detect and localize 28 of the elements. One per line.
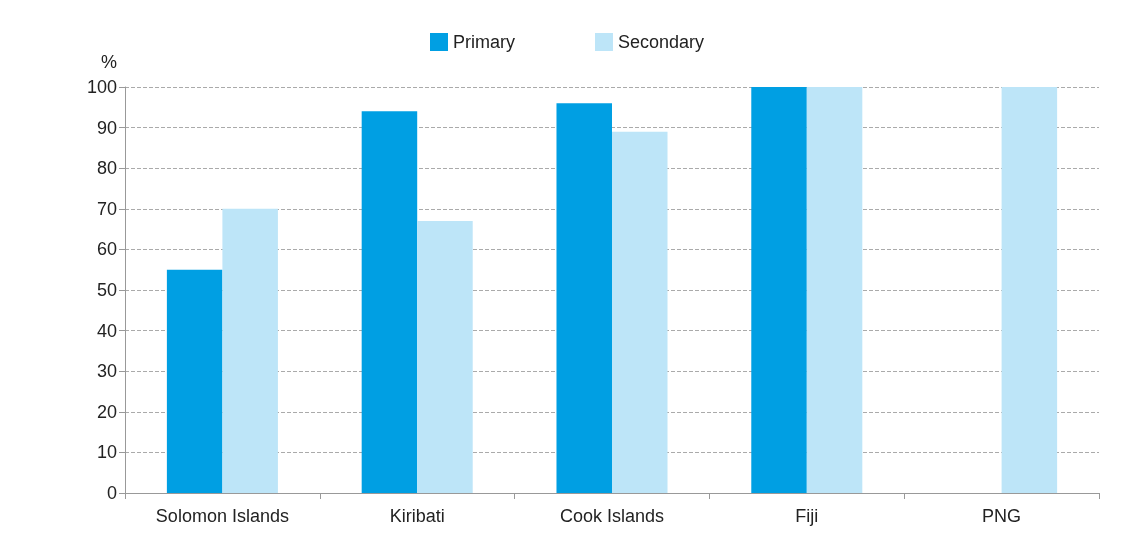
y-tick-label: 10 (96, 442, 117, 463)
y-tick-label: 60 (96, 239, 117, 260)
y-tick-label: 100 (86, 77, 117, 97)
x-tick-label: Kiribati (389, 506, 445, 526)
x-tick-label: Cook Islands (559, 506, 665, 526)
bar (361, 111, 418, 493)
bar (556, 103, 612, 493)
bar (806, 87, 863, 493)
bar (612, 131, 668, 493)
bar (1001, 87, 1058, 493)
bar (417, 220, 473, 493)
y-axis-title: % (100, 52, 117, 72)
y-tick-label: 80 (96, 158, 117, 179)
x-tick-label: Solomon Islands (155, 506, 289, 526)
legend-label: Secondary (617, 32, 705, 52)
y-tick-label: 70 (96, 198, 117, 219)
x-tick-label: PNG (982, 506, 1022, 526)
y-tick-label: 90 (96, 117, 117, 138)
bar (222, 208, 278, 493)
bar (751, 87, 807, 493)
bar (166, 269, 223, 493)
y-tick-label: 40 (96, 320, 117, 341)
y-tick-label: 50 (96, 280, 117, 300)
y-tick-label: 0 (106, 483, 117, 503)
x-tick-label: Fiji (795, 506, 819, 526)
y-tick-label: 30 (96, 361, 117, 382)
y-tick-label: 20 (96, 401, 117, 422)
legend-label: Primary (452, 32, 515, 52)
